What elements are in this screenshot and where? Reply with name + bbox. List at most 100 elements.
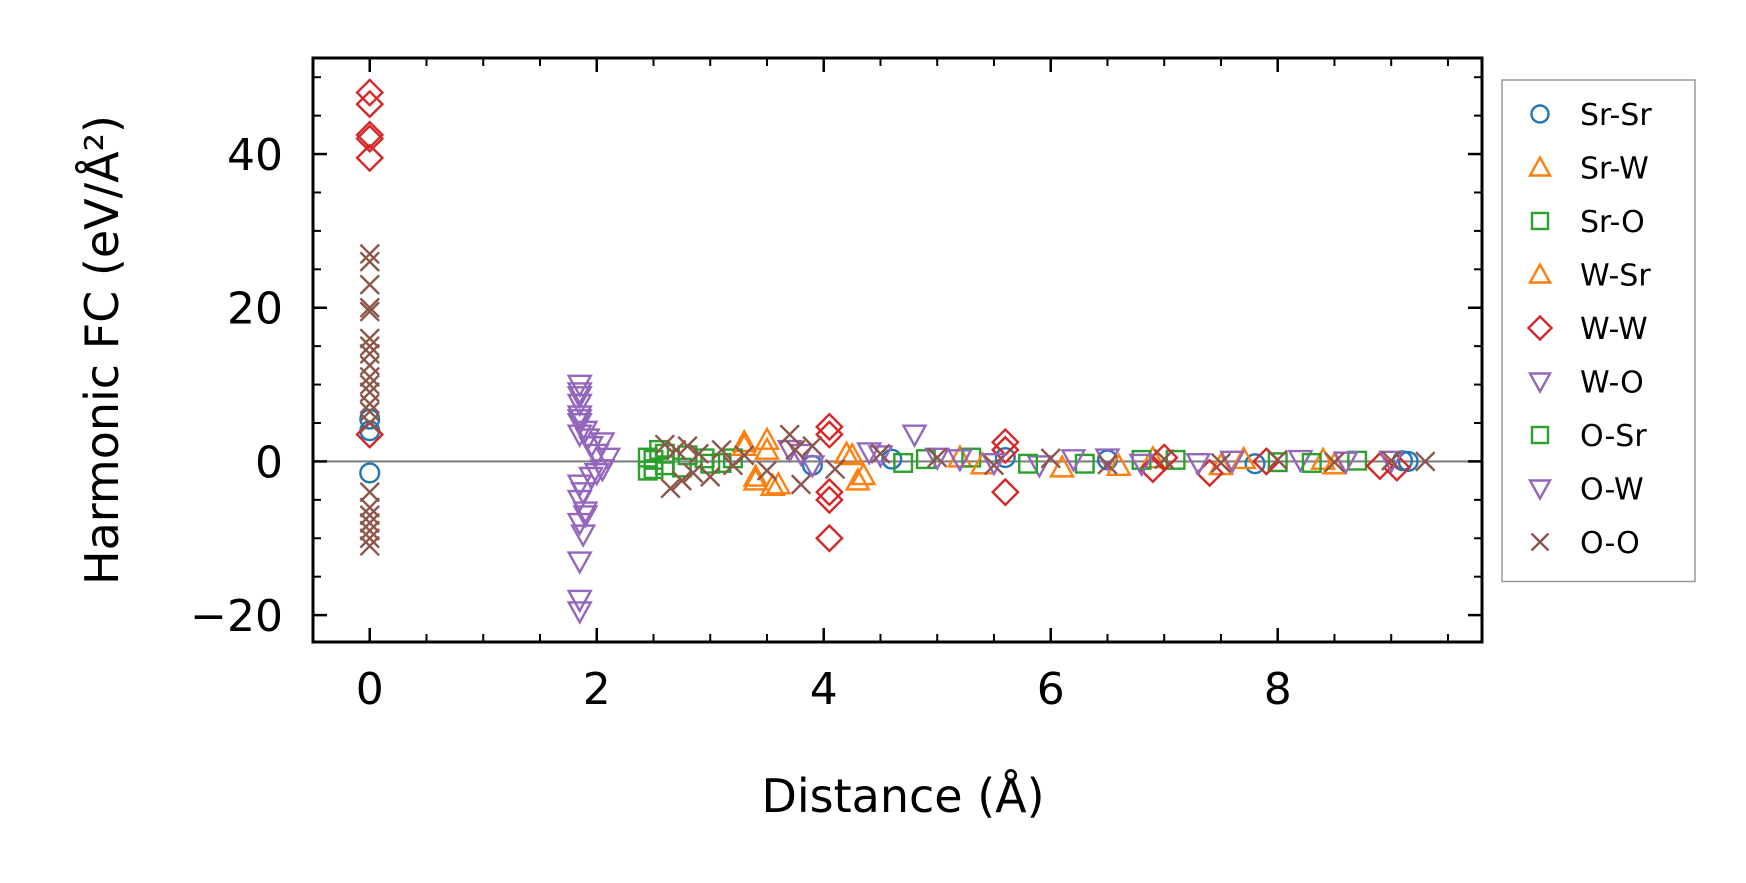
data-point <box>589 432 616 456</box>
data-point <box>785 439 806 461</box>
legend-label: Sr-W <box>1580 152 1649 187</box>
data-point <box>1324 451 1345 473</box>
data-point <box>867 445 894 469</box>
data-point <box>844 467 871 491</box>
data-point <box>1154 448 1175 470</box>
x-tick-label: 6 <box>1037 664 1065 715</box>
data-point <box>566 374 593 399</box>
data-point <box>572 505 599 529</box>
data-point <box>355 143 385 173</box>
data-point <box>802 435 823 457</box>
data-point <box>994 447 1016 469</box>
legend: Sr-Sr Sr-W Sr-O W-Sr W-W W-O O-Sr O-W O-O <box>1501 79 1696 583</box>
data-point <box>824 458 846 480</box>
data-point <box>359 535 380 557</box>
data-point <box>990 435 1020 465</box>
legend-item: Sr-O <box>1530 205 1645 240</box>
legend-item: W-Sr <box>1527 259 1651 294</box>
data-point <box>570 524 597 548</box>
data-point <box>1138 454 1168 484</box>
legend-marker <box>1527 479 1553 501</box>
data-point <box>359 366 380 388</box>
data-point <box>1301 452 1322 473</box>
data-point <box>1378 450 1405 475</box>
data-point <box>683 462 704 484</box>
data-point <box>595 447 622 472</box>
legend-marker <box>1527 372 1553 394</box>
data-point <box>742 467 769 491</box>
data-point <box>677 435 698 457</box>
data-point <box>359 328 380 349</box>
legend-marker <box>1530 211 1550 231</box>
legend-marker <box>1530 532 1550 552</box>
series-o-o <box>359 243 1436 557</box>
data-point <box>660 478 681 499</box>
legend-item: O-W <box>1527 473 1644 508</box>
data-point <box>765 471 792 495</box>
data-point <box>990 427 1020 457</box>
data-point <box>1139 444 1166 469</box>
series-w-o <box>566 374 1405 625</box>
data-point <box>566 589 593 614</box>
data-point <box>359 512 380 534</box>
data-point <box>566 601 593 625</box>
data-point <box>990 477 1020 507</box>
legend-item: Sr-W <box>1527 152 1649 187</box>
data-point <box>1415 451 1436 472</box>
axes-frame <box>311 56 1484 644</box>
data-point <box>359 412 380 434</box>
data-point <box>881 448 903 470</box>
data-point <box>946 449 973 473</box>
data-point <box>1165 449 1186 470</box>
data-point <box>359 393 380 414</box>
data-point <box>815 420 844 449</box>
data-point <box>833 440 860 464</box>
data-point <box>359 297 380 318</box>
data-point <box>1074 453 1095 474</box>
legend-label: O-W <box>1580 473 1644 508</box>
data-point <box>1040 448 1061 469</box>
data-point <box>654 434 676 455</box>
data-point <box>815 477 844 507</box>
data-point <box>1097 454 1118 475</box>
data-point <box>1219 450 1246 475</box>
data-point <box>359 462 381 484</box>
data-point <box>359 481 380 503</box>
data-point <box>583 462 610 487</box>
data-point <box>1332 451 1359 475</box>
data-point <box>566 424 593 448</box>
data-point <box>355 78 385 107</box>
data-point <box>359 251 380 272</box>
x-tick-label: 8 <box>1264 664 1292 715</box>
legend-label: O-O <box>1580 526 1640 561</box>
data-point <box>355 89 385 119</box>
legend-label: O-Sr <box>1580 419 1647 454</box>
data-point <box>700 466 721 487</box>
x-axis-title: Distance (Å) <box>761 769 1044 823</box>
data-point <box>1026 455 1053 479</box>
legend-marker <box>1530 425 1550 445</box>
legend-marker <box>1526 314 1554 342</box>
data-point <box>711 439 732 461</box>
plot-area <box>313 78 1482 625</box>
data-point <box>893 452 914 473</box>
data-point <box>359 497 380 518</box>
data-point <box>355 124 385 154</box>
axis-ticks: 0 2 4 6 8 −20 0 20 40 <box>190 58 1482 715</box>
legend-label: Sr-Sr <box>1580 98 1652 133</box>
data-point <box>980 452 1008 477</box>
data-point <box>753 426 781 450</box>
data-point <box>359 274 380 295</box>
legend-item: Sr-Sr <box>1530 98 1652 133</box>
data-point <box>1397 450 1419 472</box>
data-point <box>566 393 593 418</box>
data-point <box>870 443 891 464</box>
data-point <box>1310 446 1337 470</box>
data-point <box>355 120 385 150</box>
y-axis-title: Harmonic FC (eV/Å²) <box>75 115 129 585</box>
data-point <box>566 382 593 406</box>
series-o-w <box>566 386 1359 529</box>
data-point <box>759 472 786 497</box>
data-point <box>637 460 658 481</box>
